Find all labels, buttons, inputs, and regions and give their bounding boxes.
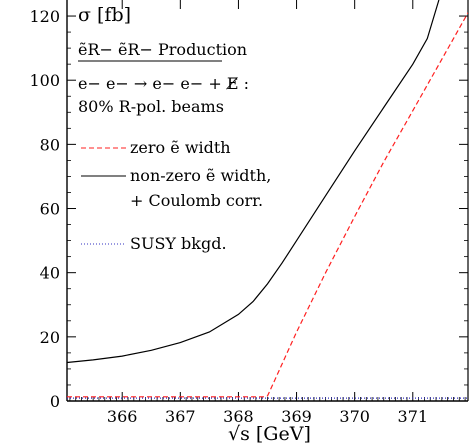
- y-axis-title: σ [fb]: [78, 4, 131, 26]
- legend-label-zero-width: zero ẽ width: [130, 138, 231, 157]
- x-tick-label: 368: [223, 407, 254, 426]
- annotation-process: ẽR− ẽR− Production: [78, 40, 247, 59]
- y-tick-label: 20: [40, 328, 60, 347]
- y-tick-label: 0: [50, 392, 60, 411]
- annotation-beams: 80% R-pol. beams: [78, 97, 224, 116]
- y-tick-label: 60: [40, 200, 60, 219]
- series-line-0: [67, 12, 468, 398]
- x-tick-label: 369: [281, 407, 312, 426]
- series-line-1: [67, 0, 440, 364]
- x-axis-title: √s [GeV]: [228, 423, 311, 443]
- x-tick-label: 366: [107, 407, 138, 426]
- tick-label-group: 366 367 368 369 370 371 0 20 40 60 80 100 120: [29, 7, 428, 426]
- y-tick-label: 120: [29, 7, 60, 26]
- y-tick-label: 40: [40, 264, 60, 283]
- x-tick-label: 367: [165, 407, 196, 426]
- x-tick-label: 371: [398, 407, 429, 426]
- tick-group: [67, 0, 468, 402]
- annotation-reaction: e− e− → e− e− + E̸ :: [78, 74, 249, 93]
- x-tick-label: 370: [339, 407, 370, 426]
- y-tick-label: 80: [40, 135, 60, 154]
- y-tick-label: 100: [29, 71, 60, 90]
- legend-label-nonzero-width: non-zero ẽ width,: [130, 166, 271, 185]
- legend-label-susy: SUSY bkgd.: [130, 234, 227, 253]
- legend-label-coulomb: + Coulomb corr.: [130, 191, 263, 210]
- series-group: [67, 0, 468, 399]
